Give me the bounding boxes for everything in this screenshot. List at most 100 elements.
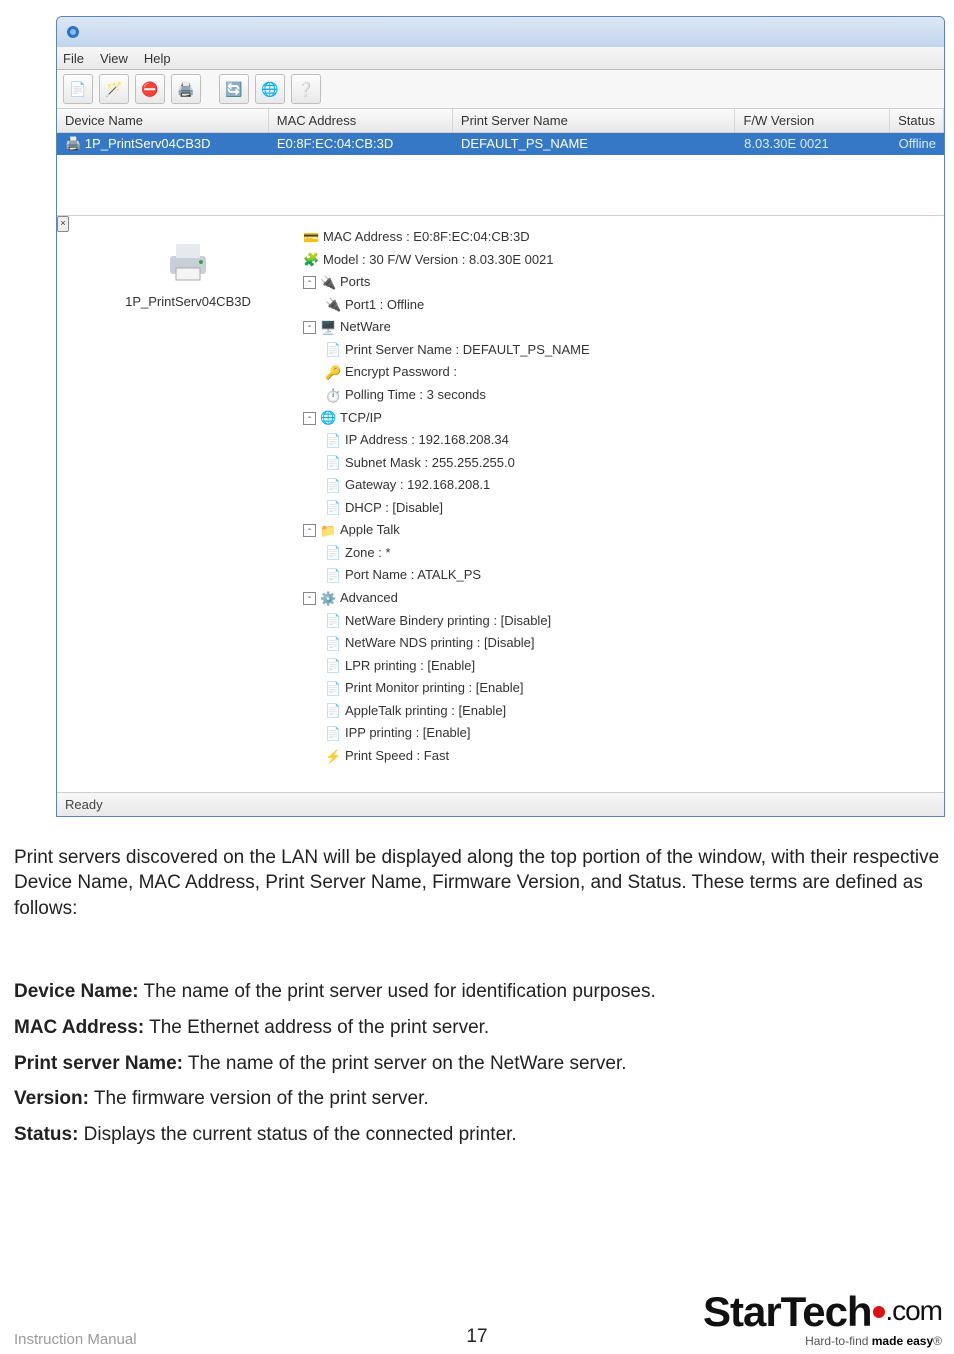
tagline-bold: made easy	[872, 1334, 933, 1348]
def-status: Status: Displays the current status of t…	[14, 1122, 940, 1148]
def-version: Version: The firmware version of the pri…	[14, 1086, 940, 1112]
document-icon: 📄	[69, 81, 86, 98]
page-number: 17	[466, 1326, 487, 1348]
device-icon: 🖨️	[65, 136, 81, 151]
pane-close-icon[interactable]: ×	[57, 216, 69, 232]
tree-adv-lpr: LPR printing : [Enable]	[345, 658, 475, 673]
details-left-pane: × 1P_PrintServ04CB3D	[57, 216, 303, 792]
port-icon: 🔌	[325, 294, 341, 316]
toolbar-button-3[interactable]: ⛔	[135, 74, 165, 104]
tree-dhcp: DHCP : [Disable]	[345, 500, 443, 515]
tree-adv-speed: Print Speed : Fast	[345, 748, 449, 763]
tree-advanced[interactable]: Advanced	[340, 590, 398, 605]
tree-adv-atalk: AppleTalk printing : [Enable]	[345, 703, 506, 718]
page-icon: 📄	[325, 700, 341, 722]
apple-icon: 📁	[320, 520, 336, 542]
def-device-name-label: Device Name:	[14, 981, 139, 1002]
details-tree-pane: 💳MAC Address : E0:8F:EC:04:CB:3D 🧩Model …	[303, 216, 944, 792]
def-version-text: The firmware version of the print server…	[89, 1088, 429, 1109]
board-icon: 🧩	[303, 249, 319, 271]
logo-suffix: .com	[885, 1295, 942, 1326]
page-footer: Instruction Manual 17 StarTech•.com Hard…	[0, 1288, 954, 1354]
speed-icon: ⚡	[325, 746, 341, 768]
def-mac-text: The Ethernet address of the print server…	[144, 1017, 489, 1038]
menu-file[interactable]: File	[63, 51, 84, 66]
device-list-header: Device Name MAC Address Print Server Nam…	[57, 109, 944, 133]
tree-adv-bindery: NetWare Bindery printing : [Disable]	[345, 613, 551, 628]
statusbar: Ready	[57, 792, 944, 816]
tagline-prefix: Hard-to-find	[805, 1334, 872, 1348]
toolbar-button-7[interactable]: ❔	[291, 74, 321, 104]
toolbar-button-2[interactable]: 🪄	[99, 74, 129, 104]
logo-dot-icon: •	[872, 1288, 886, 1335]
page-icon: 📄	[325, 633, 341, 655]
tree-nw-psname: Print Server Name : DEFAULT_PS_NAME	[345, 342, 590, 357]
tagline-mark: ®	[933, 1334, 942, 1348]
tree-tcpip[interactable]: TCP/IP	[340, 410, 382, 425]
tree-gateway: Gateway : 192.168.208.1	[345, 477, 490, 492]
tree-port1: Port1 : Offline	[345, 297, 424, 312]
details-tree: 💳MAC Address : E0:8F:EC:04:CB:3D 🧩Model …	[303, 226, 944, 768]
cell-mac: E0:8F:EC:04:CB:3D	[269, 133, 453, 155]
page-icon: 📄	[325, 678, 341, 700]
tree-adv-pm: Print Monitor printing : [Enable]	[345, 680, 523, 695]
toolbar-button-5[interactable]: 🔄	[219, 74, 249, 104]
page-icon: 📄	[325, 452, 341, 474]
device-list-empty-area	[57, 155, 944, 216]
logo-name: StarTech	[703, 1288, 872, 1335]
def-status-text: Displays the current status of the conne…	[78, 1124, 516, 1145]
cell-device-name: 🖨️ 1P_PrintServ04CB3D	[57, 133, 269, 155]
twisty-advanced[interactable]: -	[303, 592, 316, 605]
tree-netware[interactable]: NetWare	[340, 319, 391, 334]
twisty-ports[interactable]: -	[303, 276, 316, 289]
def-psname: Print server Name: The name of the print…	[14, 1051, 940, 1077]
col-header-device-name[interactable]: Device Name	[57, 109, 269, 132]
footer-left-label: Instruction Manual	[14, 1331, 137, 1348]
menu-view[interactable]: View	[100, 51, 128, 66]
col-header-fw-version[interactable]: F/W Version	[735, 109, 890, 132]
def-version-label: Version:	[14, 1088, 89, 1109]
tree-adv-ipp: IPP printing : [Enable]	[345, 725, 471, 740]
tree-appletalk[interactable]: Apple Talk	[340, 522, 400, 537]
menubar: File View Help	[57, 47, 944, 70]
page-icon: 📄	[325, 565, 341, 587]
def-device-name-text: The name of the print server used for id…	[139, 981, 656, 1002]
wand-icon: 🪄	[105, 81, 122, 98]
app-icon	[65, 24, 81, 40]
col-header-print-server-name[interactable]: Print Server Name	[453, 109, 736, 132]
brand-logo: StarTech•.com Hard-to-find made easy®	[703, 1288, 942, 1348]
twisty-appletalk[interactable]: -	[303, 524, 316, 537]
tree-ports[interactable]: Ports	[340, 274, 370, 289]
tree-adv-nds: NetWare NDS printing : [Disable]	[345, 635, 535, 650]
page-icon: 📄	[325, 655, 341, 677]
tree-mac: MAC Address : E0:8F:EC:04:CB:3D	[323, 229, 530, 244]
tree-model: Model : 30 F/W Version : 8.03.30E 0021	[323, 252, 554, 267]
tree-zone: Zone : *	[345, 545, 391, 560]
page-icon: 📄	[325, 339, 341, 361]
clock-icon: ⏱️	[325, 385, 341, 407]
titlebar[interactable]	[57, 17, 944, 47]
def-mac: MAC Address: The Ethernet address of the…	[14, 1015, 940, 1041]
tree-ip: IP Address : 192.168.208.34	[345, 432, 509, 447]
twisty-tcpip[interactable]: -	[303, 412, 316, 425]
col-header-mac-address[interactable]: MAC Address	[269, 109, 453, 132]
tree-nw-encrypt: Encrypt Password :	[345, 364, 457, 379]
toolbar-button-4[interactable]: 🖨️	[171, 74, 201, 104]
page-icon: 📄	[325, 542, 341, 564]
toolbar-button-1[interactable]: 📄	[63, 74, 93, 104]
body-text: Print servers discovered on the LAN will…	[0, 817, 954, 1148]
tree-nw-polling: Polling Time : 3 seconds	[345, 387, 486, 402]
menu-help[interactable]: Help	[144, 51, 171, 66]
def-psname-label: Print server Name:	[14, 1053, 183, 1074]
def-psname-text: The name of the print server on the NetW…	[183, 1053, 627, 1074]
page-icon: 📄	[325, 430, 341, 452]
twisty-netware[interactable]: -	[303, 321, 316, 334]
toolbar-button-6[interactable]: 🌐	[255, 74, 285, 104]
def-mac-label: MAC Address:	[14, 1017, 144, 1038]
gear-icon: ⚙️	[320, 588, 336, 610]
cell-device-name-text: 1P_PrintServ04CB3D	[85, 136, 211, 151]
device-row-selected[interactable]: 🖨️ 1P_PrintServ04CB3D E0:8F:EC:04:CB:3D …	[57, 133, 944, 155]
col-header-status[interactable]: Status	[890, 109, 944, 132]
refresh-icon: 🔄	[225, 81, 242, 98]
def-device-name: Device Name: The name of the print serve…	[14, 979, 940, 1005]
